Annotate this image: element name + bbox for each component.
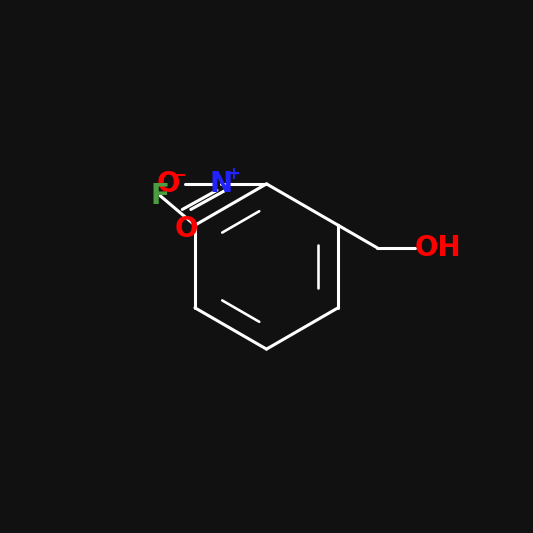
Text: O: O	[175, 215, 198, 243]
Text: OH: OH	[415, 234, 461, 262]
Text: −: −	[173, 165, 187, 183]
Text: N: N	[209, 170, 233, 198]
Text: F: F	[151, 182, 169, 210]
Text: O: O	[156, 170, 180, 198]
Text: +: +	[226, 165, 240, 183]
